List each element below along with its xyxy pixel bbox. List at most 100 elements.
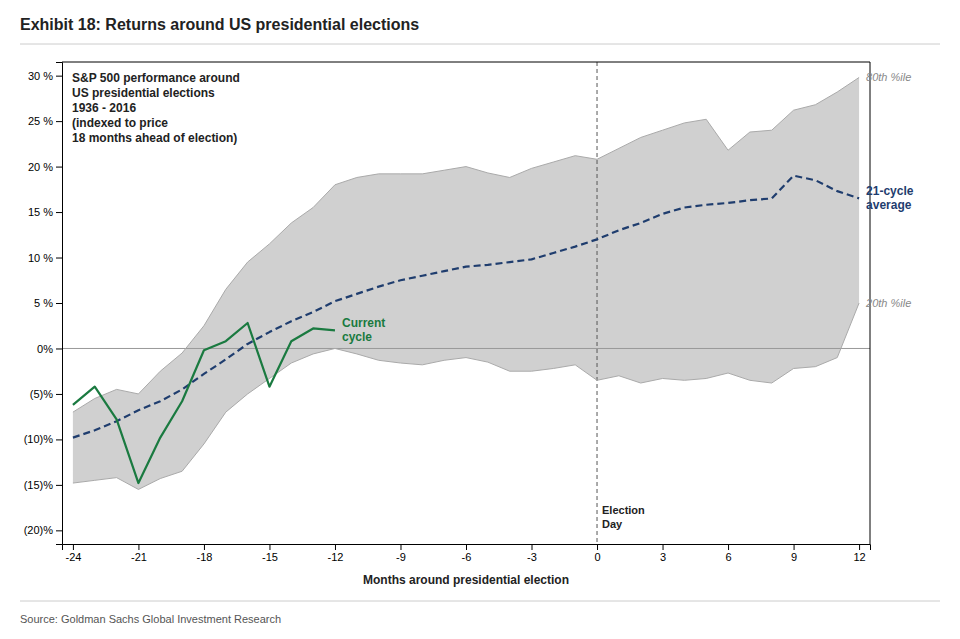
- plot-area: -24 -21 -18 -15 -12 -9 -6 -3 0 3 6 9 12 (20)% (15)% (10…: [24, 62, 914, 587]
- x-tick-label: 9: [791, 551, 797, 563]
- y-tick-label: 30 %: [28, 70, 53, 82]
- y-tick-label: (10)%: [24, 433, 54, 445]
- x-tick-label: -15: [262, 551, 278, 563]
- x-tick: 9: [791, 544, 797, 563]
- x-tick-label: 12: [853, 551, 865, 563]
- x-tick: -15: [262, 544, 278, 563]
- x-tick: -18: [196, 544, 212, 563]
- y-tick-label: 20 %: [28, 161, 53, 173]
- x-tick-mark: [335, 544, 336, 550]
- y-tick-mark: [56, 212, 62, 213]
- text-line: Election: [602, 504, 645, 516]
- text-line: (indexed to price: [72, 116, 168, 130]
- band-edge-line: [73, 77, 859, 412]
- y-tick-mark: [56, 485, 62, 486]
- x-tick: -9: [396, 544, 406, 563]
- y-axis: (20)% (15)% (10)% (5)% 0% 5 % 10 % 15 % 20 % 25 %…: [24, 63, 63, 545]
- series-line: [73, 323, 335, 483]
- x-tick-mark: [466, 544, 467, 550]
- y-tick-label: 25 %: [28, 115, 53, 127]
- text-line: S&P 500 performance around: [72, 71, 240, 85]
- x-tick-mark: [597, 544, 598, 550]
- y-tick-mark: [56, 394, 62, 395]
- y-tick-label: (15)%: [24, 479, 54, 491]
- x-tick-label: -6: [462, 551, 472, 563]
- y-tick: 5 %: [34, 297, 62, 309]
- y-tick-label: 0%: [37, 342, 53, 354]
- x-tick-label: 3: [660, 551, 666, 563]
- plot-frame: [62, 62, 870, 63]
- text-line: average: [866, 198, 912, 212]
- y-tick: 20 %: [28, 161, 62, 173]
- x-tick: 3: [660, 544, 666, 563]
- x-tick-label: -12: [328, 551, 344, 563]
- x-tick-mark: [794, 544, 795, 550]
- text-line: Current: [342, 316, 385, 330]
- x-tick-mark: [138, 544, 139, 550]
- y-tick: 25 %: [28, 115, 62, 127]
- y-tick-mark: [56, 121, 62, 122]
- y-tick-label: (5)%: [30, 388, 53, 400]
- y-tick: 10 %: [28, 252, 62, 264]
- marks: [62, 62, 870, 544]
- y-tick-mark: [56, 439, 62, 440]
- x-tick: -21: [131, 544, 147, 563]
- text-line: 18 months ahead of election): [72, 131, 237, 145]
- series-line: [73, 176, 859, 438]
- annotation: S&P 500 performance aroundUS presidentia…: [72, 71, 240, 145]
- x-tick: 0: [594, 544, 600, 563]
- reference-line-x: [597, 62, 598, 544]
- y-tick-label: 15 %: [28, 206, 53, 218]
- title-separator: [20, 44, 940, 45]
- x-tick-mark: [204, 544, 205, 550]
- x-tick-label: 0: [594, 551, 600, 563]
- text-line: 1936 - 2016: [72, 101, 136, 115]
- x-tick: -6: [462, 544, 472, 563]
- y-tick-label: 10 %: [28, 252, 53, 264]
- series-label: 80th %ile: [866, 71, 911, 83]
- series-label: 21-cycleaverage: [866, 184, 914, 212]
- chart-title: Exhibit 18: Returns around US presidenti…: [20, 16, 419, 33]
- x-axis-line: [63, 545, 871, 551]
- y-tick: (15)%: [24, 479, 62, 491]
- percentile-band: [73, 77, 859, 489]
- y-tick-label: 5 %: [34, 297, 53, 309]
- x-tick-mark: [532, 544, 533, 550]
- chart-svg: Exhibit 18: Returns around US presidenti…: [0, 0, 960, 639]
- y-tick-mark: [56, 348, 62, 349]
- x-tick-label: -24: [65, 551, 81, 563]
- x-tick: -12: [328, 544, 344, 563]
- x-tick: -3: [527, 544, 537, 563]
- y-tick: (5)%: [30, 388, 62, 400]
- text-line: Day: [602, 518, 623, 530]
- x-tick-mark: [859, 544, 860, 550]
- x-tick-label: 6: [725, 551, 731, 563]
- x-tick: 6: [725, 544, 731, 563]
- source-note: Source: Goldman Sachs Global Investment …: [20, 613, 281, 625]
- reference-line-label: Election Day: [602, 504, 645, 530]
- y-tick: 0%: [37, 342, 62, 354]
- text-line: cycle: [342, 330, 372, 344]
- x-tick-label: -9: [396, 551, 406, 563]
- y-tick-mark: [56, 258, 62, 259]
- text-line: 21-cycle: [866, 184, 914, 198]
- y-tick-mark: [56, 167, 62, 168]
- y-tick-mark: [56, 303, 62, 304]
- x-tick: 12: [853, 544, 865, 563]
- x-tick-mark: [400, 544, 401, 550]
- x-tick-label: -18: [196, 551, 212, 563]
- x-tick-label: -21: [131, 551, 147, 563]
- x-tick: -24: [65, 544, 81, 563]
- series-label: Currentcycle: [342, 316, 385, 344]
- x-tick-mark: [269, 544, 270, 550]
- series-label: 20th %ile: [865, 297, 911, 309]
- band-edge-line: [73, 303, 859, 489]
- text-line: US presidential elections: [72, 86, 215, 100]
- y-tick-label: (20)%: [24, 524, 54, 536]
- reference-line-y: [62, 348, 870, 349]
- x-tick-label: -3: [527, 551, 537, 563]
- y-tick: (10)%: [24, 433, 62, 445]
- y-axis-line: [56, 63, 63, 545]
- x-axis-title: Months around presidential election: [363, 573, 569, 587]
- y-tick-mark: [56, 76, 62, 77]
